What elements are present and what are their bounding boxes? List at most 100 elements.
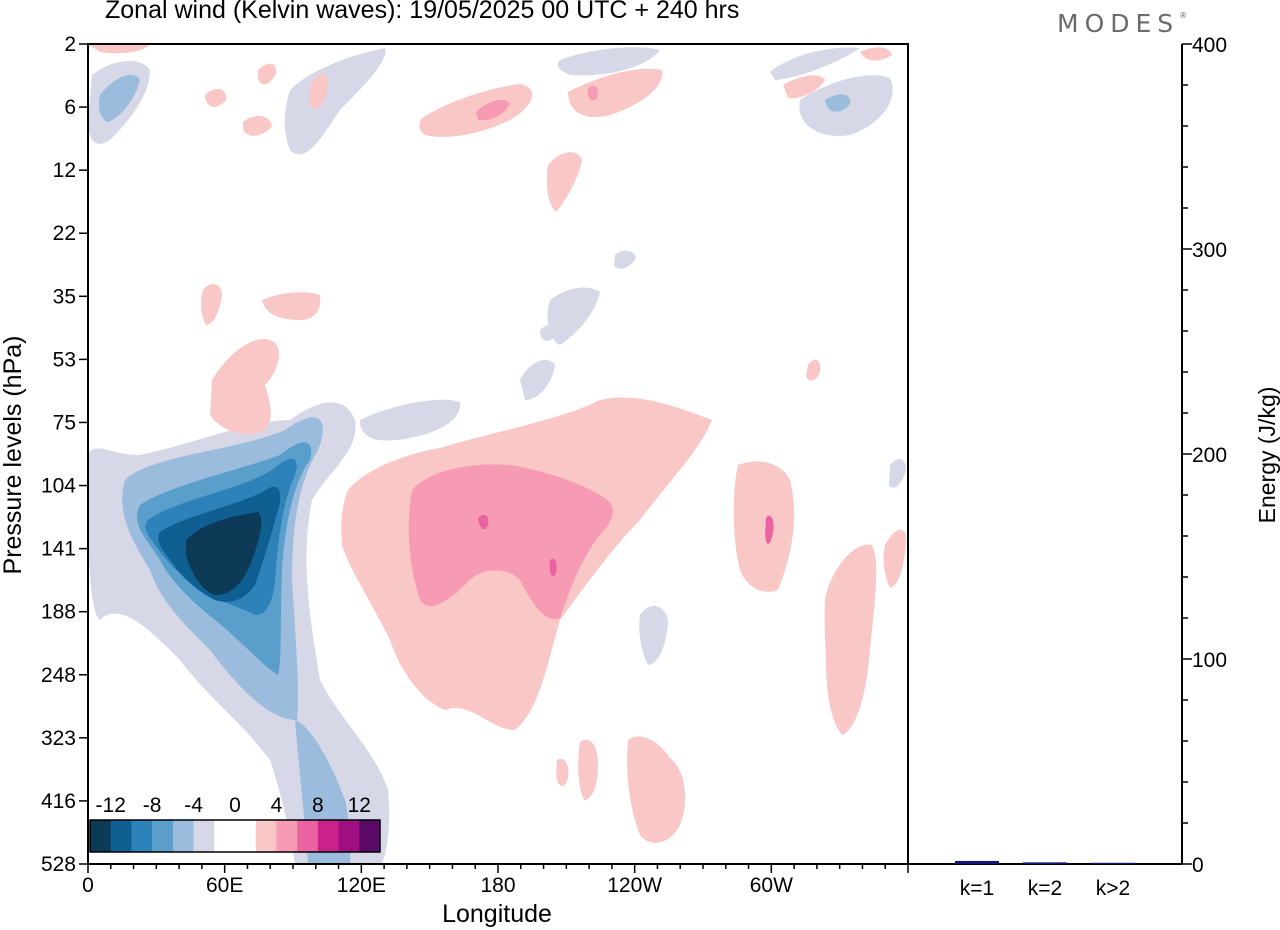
colorbar-swatch — [131, 820, 153, 852]
energy-category-label: k>2 — [1096, 877, 1130, 900]
colorbar-tick-label: -12 — [96, 794, 126, 817]
contour-pos-midstrat-2 — [262, 292, 321, 320]
colorbar-swatch — [90, 820, 112, 852]
y-tick-label: 53 — [53, 348, 76, 371]
contour-pos-4 — [408, 464, 613, 620]
x-tick-label: 60W — [750, 874, 793, 897]
colorbar-swatch — [255, 820, 277, 852]
contour-pos-strat-2b — [587, 85, 598, 101]
y-tick-label: 75 — [53, 411, 76, 434]
contour-neg-strat-5 — [770, 47, 860, 80]
y-tick-label: 104 — [41, 475, 76, 498]
contour-pos-8b — [549, 558, 557, 577]
contour-pos-strat-10 — [860, 47, 892, 61]
colorbar-swatch — [235, 820, 257, 852]
contour-pos-strat-6 — [243, 115, 272, 136]
energy-tick-label: 400 — [1192, 34, 1227, 57]
y-tick-label: 528 — [41, 853, 76, 876]
y-tick-label: 12 — [53, 159, 76, 182]
energy-category-label: k=2 — [1028, 877, 1062, 900]
colorbar-swatch — [276, 820, 298, 852]
y-tick-label: 188 — [41, 601, 76, 624]
energy-axis-label: Energy (J/kg) — [1254, 387, 1280, 524]
contour-neg-mid-1 — [547, 287, 600, 345]
energy-tick-label: 200 — [1192, 444, 1227, 467]
energy-axis: 0 100 200 300 400 — [1182, 34, 1227, 877]
brand-name: MODES — [1057, 9, 1180, 38]
wind-contours-positive — [88, 44, 906, 843]
wind-contours — [88, 47, 906, 864]
y-tick-label: 6 — [64, 96, 76, 119]
contour-pos-east-1 — [733, 461, 795, 592]
chart-title: Zonal wind (Kelvin waves): 19/05/2025 00… — [105, 0, 740, 24]
y-tick-label: 35 — [53, 285, 76, 308]
x-axis: 0 60E 120E 180 120W 60W — [82, 864, 909, 897]
y-tick-label: 141 — [41, 538, 76, 561]
colorbar-swatch — [297, 820, 319, 852]
energy-bar-2 — [1023, 862, 1067, 864]
colorbar-swatch — [172, 820, 195, 852]
brand-logo: MODES® — [1057, 9, 1187, 38]
colorbar-tick-label: 8 — [312, 794, 324, 817]
contour-pos-east-1b — [765, 515, 774, 544]
y-tick-label: 22 — [53, 222, 76, 245]
contour-pos-east-2 — [824, 544, 877, 735]
contour-neg-mid-7 — [540, 323, 557, 342]
heatmap-plot — [88, 44, 906, 864]
colorbar-swatch — [193, 820, 215, 852]
energy-tick-label: 300 — [1192, 239, 1227, 262]
contour-neg-mid-5 — [889, 458, 906, 488]
contour-pos-strat-8 — [310, 74, 329, 109]
colorbar-swatch — [214, 820, 236, 852]
contour-pos-low-2 — [578, 739, 598, 800]
contour-neg-mid-6 — [614, 250, 636, 269]
x-tick-label: 120W — [607, 874, 662, 897]
energy-bars: k=1 k=2 k>2 — [955, 860, 1135, 900]
contour-pos-midstrat-3 — [201, 283, 222, 325]
contour-neg-strat-3b — [825, 94, 851, 112]
x-tick-label: 120E — [337, 874, 386, 897]
y-tick-label: 416 — [41, 790, 76, 813]
contour-pos-strat-1b — [476, 99, 510, 121]
contour-pos-strat-3 — [546, 152, 582, 212]
contour-pos-midstrat-1 — [210, 339, 280, 435]
y-tick-label: 323 — [41, 727, 76, 750]
x-tick-label: 0 — [82, 874, 94, 897]
y-axis: 2 6 12 22 35 53 75 104 141 188 248 323 416 528 — [41, 33, 88, 876]
contour-pos-east-3 — [883, 529, 906, 588]
registered-mark: ® — [1179, 11, 1188, 20]
contour-pos-low-3 — [556, 758, 569, 787]
energy-bar-3 — [1091, 862, 1135, 864]
contour-neg-strat-2 — [284, 48, 386, 155]
colorbar-swatch — [110, 820, 132, 852]
colorbar-frame — [89, 819, 381, 853]
colorbar: -12 -8 -4 0 4 8 12 — [89, 794, 381, 853]
contour-neg-strat-1b — [98, 75, 140, 122]
x-axis-label: Longitude — [442, 900, 552, 928]
contour-pos-midstrat-4 — [806, 359, 821, 381]
contour-pos-strat-7 — [258, 63, 277, 85]
contour-neg-strat-4 — [557, 47, 660, 76]
energy-category-label: k=1 — [960, 877, 994, 900]
colorbar-tick-label: 0 — [229, 794, 241, 817]
contour-pos-strat-4 — [783, 75, 825, 99]
contour-neg-mid-3 — [360, 399, 461, 441]
colorbar-tick-label: -4 — [184, 794, 203, 817]
colorbar-swatch — [317, 820, 340, 852]
contour-pos-strat-1 — [419, 84, 533, 137]
contour-neg-12 — [186, 512, 262, 595]
contour-pos-strat-5 — [88, 44, 150, 54]
contour-pos-low-1 — [627, 736, 686, 843]
contour-pos-8a — [478, 514, 489, 530]
contour-neg-mid-2 — [520, 360, 555, 400]
colorbar-swatch — [152, 820, 174, 852]
x-tick-label: 180 — [480, 874, 515, 897]
energy-tick-label: 0 — [1192, 854, 1204, 877]
colorbar-tick-label: -8 — [143, 794, 162, 817]
energy-bar-1 — [955, 860, 999, 864]
contour-pos-strat-9 — [205, 88, 227, 107]
x-tick-label: 60E — [206, 874, 243, 897]
y-tick-label: 248 — [41, 664, 76, 687]
colorbar-tick-label: 12 — [348, 794, 371, 817]
